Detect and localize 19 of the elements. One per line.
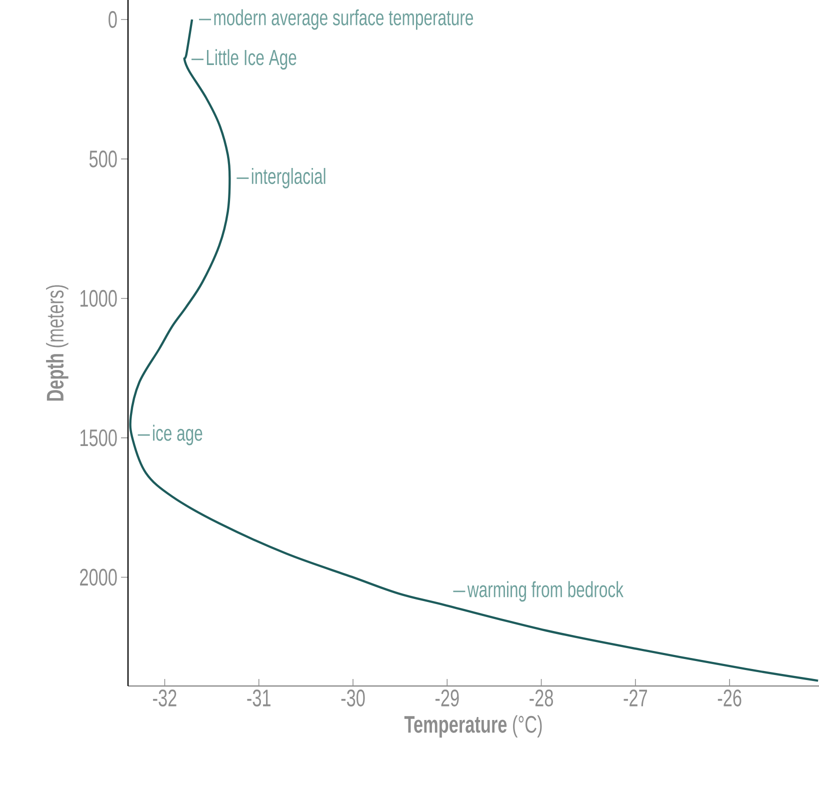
y-axis-title: Depth (meters) — [46, 285, 68, 401]
y-tick-label: 0 — [108, 11, 117, 28]
annotation: interglacial — [252, 168, 326, 188]
x-axis-title: Temperature (°C) — [404, 715, 542, 738]
annotation: ice age — [153, 424, 202, 446]
x-tick-label: -28 — [530, 690, 553, 706]
y-tick-label: 2000 — [80, 568, 117, 586]
x-tick-label: -31 — [247, 690, 270, 706]
x-tick-label: -26 — [718, 690, 742, 706]
x-tick-label: -30 — [341, 690, 365, 706]
x-tick-label: -32 — [153, 690, 176, 706]
annotation: modern average surface temperature — [214, 9, 474, 30]
annotation: Little Ice Age — [206, 49, 296, 70]
y-tick-label: 500 — [89, 150, 117, 168]
y-tick-label: 1500 — [80, 429, 117, 446]
x-tick-label: -27 — [624, 690, 647, 706]
annotation: warming from bedrock — [467, 581, 624, 602]
y-tick-label: 1000 — [80, 290, 117, 307]
x-tick-label: -29 — [435, 690, 459, 706]
